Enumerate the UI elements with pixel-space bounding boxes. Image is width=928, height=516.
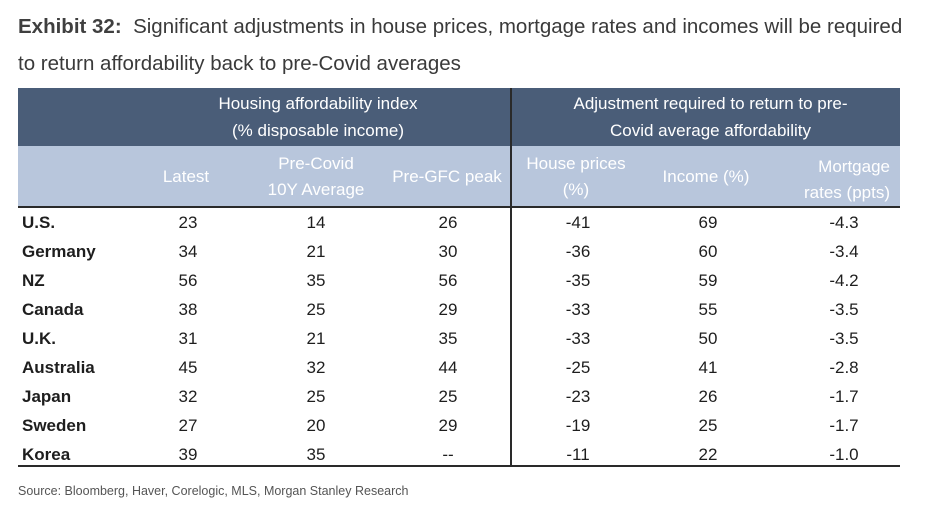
column-header-latest: Latest — [162, 167, 210, 186]
table-cell: -3.4 — [829, 242, 859, 261]
table-cell: 35 — [306, 271, 326, 290]
group-header-line: Covid average affordability — [610, 121, 811, 140]
table-cell: -33 — [565, 300, 591, 319]
group-divider — [510, 88, 512, 466]
column-header-pre-covid-average: Pre-Covid 10Y Average — [267, 154, 365, 199]
country-label: Canada — [22, 300, 84, 319]
column-header-pre-gfc-peak: Pre-GFC peak — [392, 167, 502, 186]
table-cell: 25 — [698, 416, 718, 435]
table-cell: -41 — [565, 213, 591, 232]
column-header-income: Income (%) — [662, 167, 750, 186]
table-cell: 50 — [698, 329, 718, 348]
table-cell: -23 — [565, 387, 591, 406]
country-label: Germany — [22, 242, 96, 261]
country-label: Australia — [22, 358, 95, 377]
table-row: Australia 45 32 44 -25 41 -2.8 — [18, 353, 900, 382]
table-row: U.K. 31 21 35 -33 50 -3.5 — [18, 324, 900, 353]
table-cell: 25 — [306, 300, 326, 319]
country-label: NZ — [22, 271, 45, 290]
country-label: Korea — [22, 445, 71, 464]
table-cell: 25 — [306, 387, 326, 406]
table-cell: 21 — [306, 242, 326, 261]
table-cell: 21 — [306, 329, 326, 348]
table-row: Korea 39 35 -- -11 22 -1.0 — [18, 440, 900, 469]
table-cell: -4.3 — [829, 213, 859, 232]
table-cell: 59 — [698, 271, 718, 290]
table-cell: -3.5 — [829, 300, 859, 319]
table-cell: 30 — [438, 242, 458, 261]
table-cell: 26 — [698, 387, 718, 406]
exhibit-label: Exhibit 32: — [18, 15, 122, 38]
table-cell: 41 — [698, 358, 718, 377]
table-row: Germany 34 21 30 -36 60 -3.4 — [18, 237, 900, 266]
exhibit-title-text: Significant adjustments in house prices,… — [18, 15, 903, 75]
table-cell: 34 — [178, 242, 198, 261]
column-header-band — [18, 146, 900, 206]
table-cell: -33 — [565, 329, 591, 348]
bottom-rule — [18, 465, 900, 467]
table-cell: 22 — [698, 445, 718, 464]
exhibit-title: Exhibit 32: Significant adjustments in h… — [18, 8, 918, 82]
country-label: Japan — [22, 387, 72, 406]
table-cell: 35 — [306, 445, 326, 464]
table-cell: 29 — [438, 300, 458, 319]
table-cell: 29 — [438, 416, 458, 435]
table-cell: -1.7 — [829, 416, 859, 435]
table-row: Canada 38 25 29 -33 55 -3.5 — [18, 295, 900, 324]
table-cell: 55 — [698, 300, 718, 319]
table-cell: 26 — [438, 213, 458, 232]
table-cell: -36 — [565, 242, 591, 261]
table-cell: -25 — [565, 358, 591, 377]
table-cell: 44 — [438, 358, 458, 377]
group-header-band — [18, 88, 900, 146]
table-cell: -3.5 — [829, 329, 859, 348]
table-cell: -2.8 — [829, 358, 859, 377]
table-cell: 32 — [178, 387, 198, 406]
table-cell: 32 — [306, 358, 326, 377]
table-cell: 39 — [178, 445, 198, 464]
table-cell: 31 — [178, 329, 198, 348]
group-header-line: Adjustment required to return to pre- — [573, 94, 848, 113]
country-label: U.K. — [22, 329, 56, 348]
table-cell: -1.0 — [829, 445, 859, 464]
header-rule — [18, 206, 900, 208]
table-cell: 20 — [306, 416, 326, 435]
column-header-mortgage-rates: Mortgage rates (ppts) — [804, 157, 890, 202]
table-cell: 56 — [438, 271, 458, 290]
group-header-adjustment-required: Adjustment required to return to pre- Co… — [518, 90, 903, 144]
table-cell: -35 — [565, 271, 591, 290]
source-note: Source: Bloomberg, Haver, Corelogic, MLS… — [18, 484, 409, 498]
table-cell: 38 — [178, 300, 198, 319]
table-cell: -19 — [565, 416, 591, 435]
table-cell: 27 — [178, 416, 198, 435]
table-cell: -1.7 — [829, 387, 859, 406]
group-header-affordability-index: Housing affordability index (% disposabl… — [168, 90, 468, 144]
group-header-line: (% disposable income) — [232, 121, 404, 140]
column-header-house-prices: House prices (%) — [526, 154, 626, 199]
table-row: Sweden 27 20 29 -19 25 -1.7 — [18, 411, 900, 440]
table-cell: -- — [442, 445, 454, 464]
table-cell: 60 — [698, 242, 718, 261]
table-row: Japan 32 25 25 -23 26 -1.7 — [18, 382, 900, 411]
table-cell: 14 — [306, 213, 326, 232]
country-label: Sweden — [22, 416, 87, 435]
table-cell: 25 — [438, 387, 458, 406]
table-cell: 23 — [178, 213, 198, 232]
table-cell: 45 — [178, 358, 198, 377]
group-header-line: Housing affordability index — [218, 94, 418, 113]
country-label: U.S. — [22, 213, 56, 232]
table-row: NZ 56 35 56 -35 59 -4.2 — [18, 266, 900, 295]
table-cell: 56 — [178, 271, 198, 290]
table-cell: 69 — [698, 213, 718, 232]
table-cell: -4.2 — [829, 271, 859, 290]
table-row: U.S. 23 14 26 -41 69 -4.3 — [18, 208, 900, 237]
table-cell: -11 — [566, 445, 590, 464]
table-cell: 35 — [438, 329, 458, 348]
